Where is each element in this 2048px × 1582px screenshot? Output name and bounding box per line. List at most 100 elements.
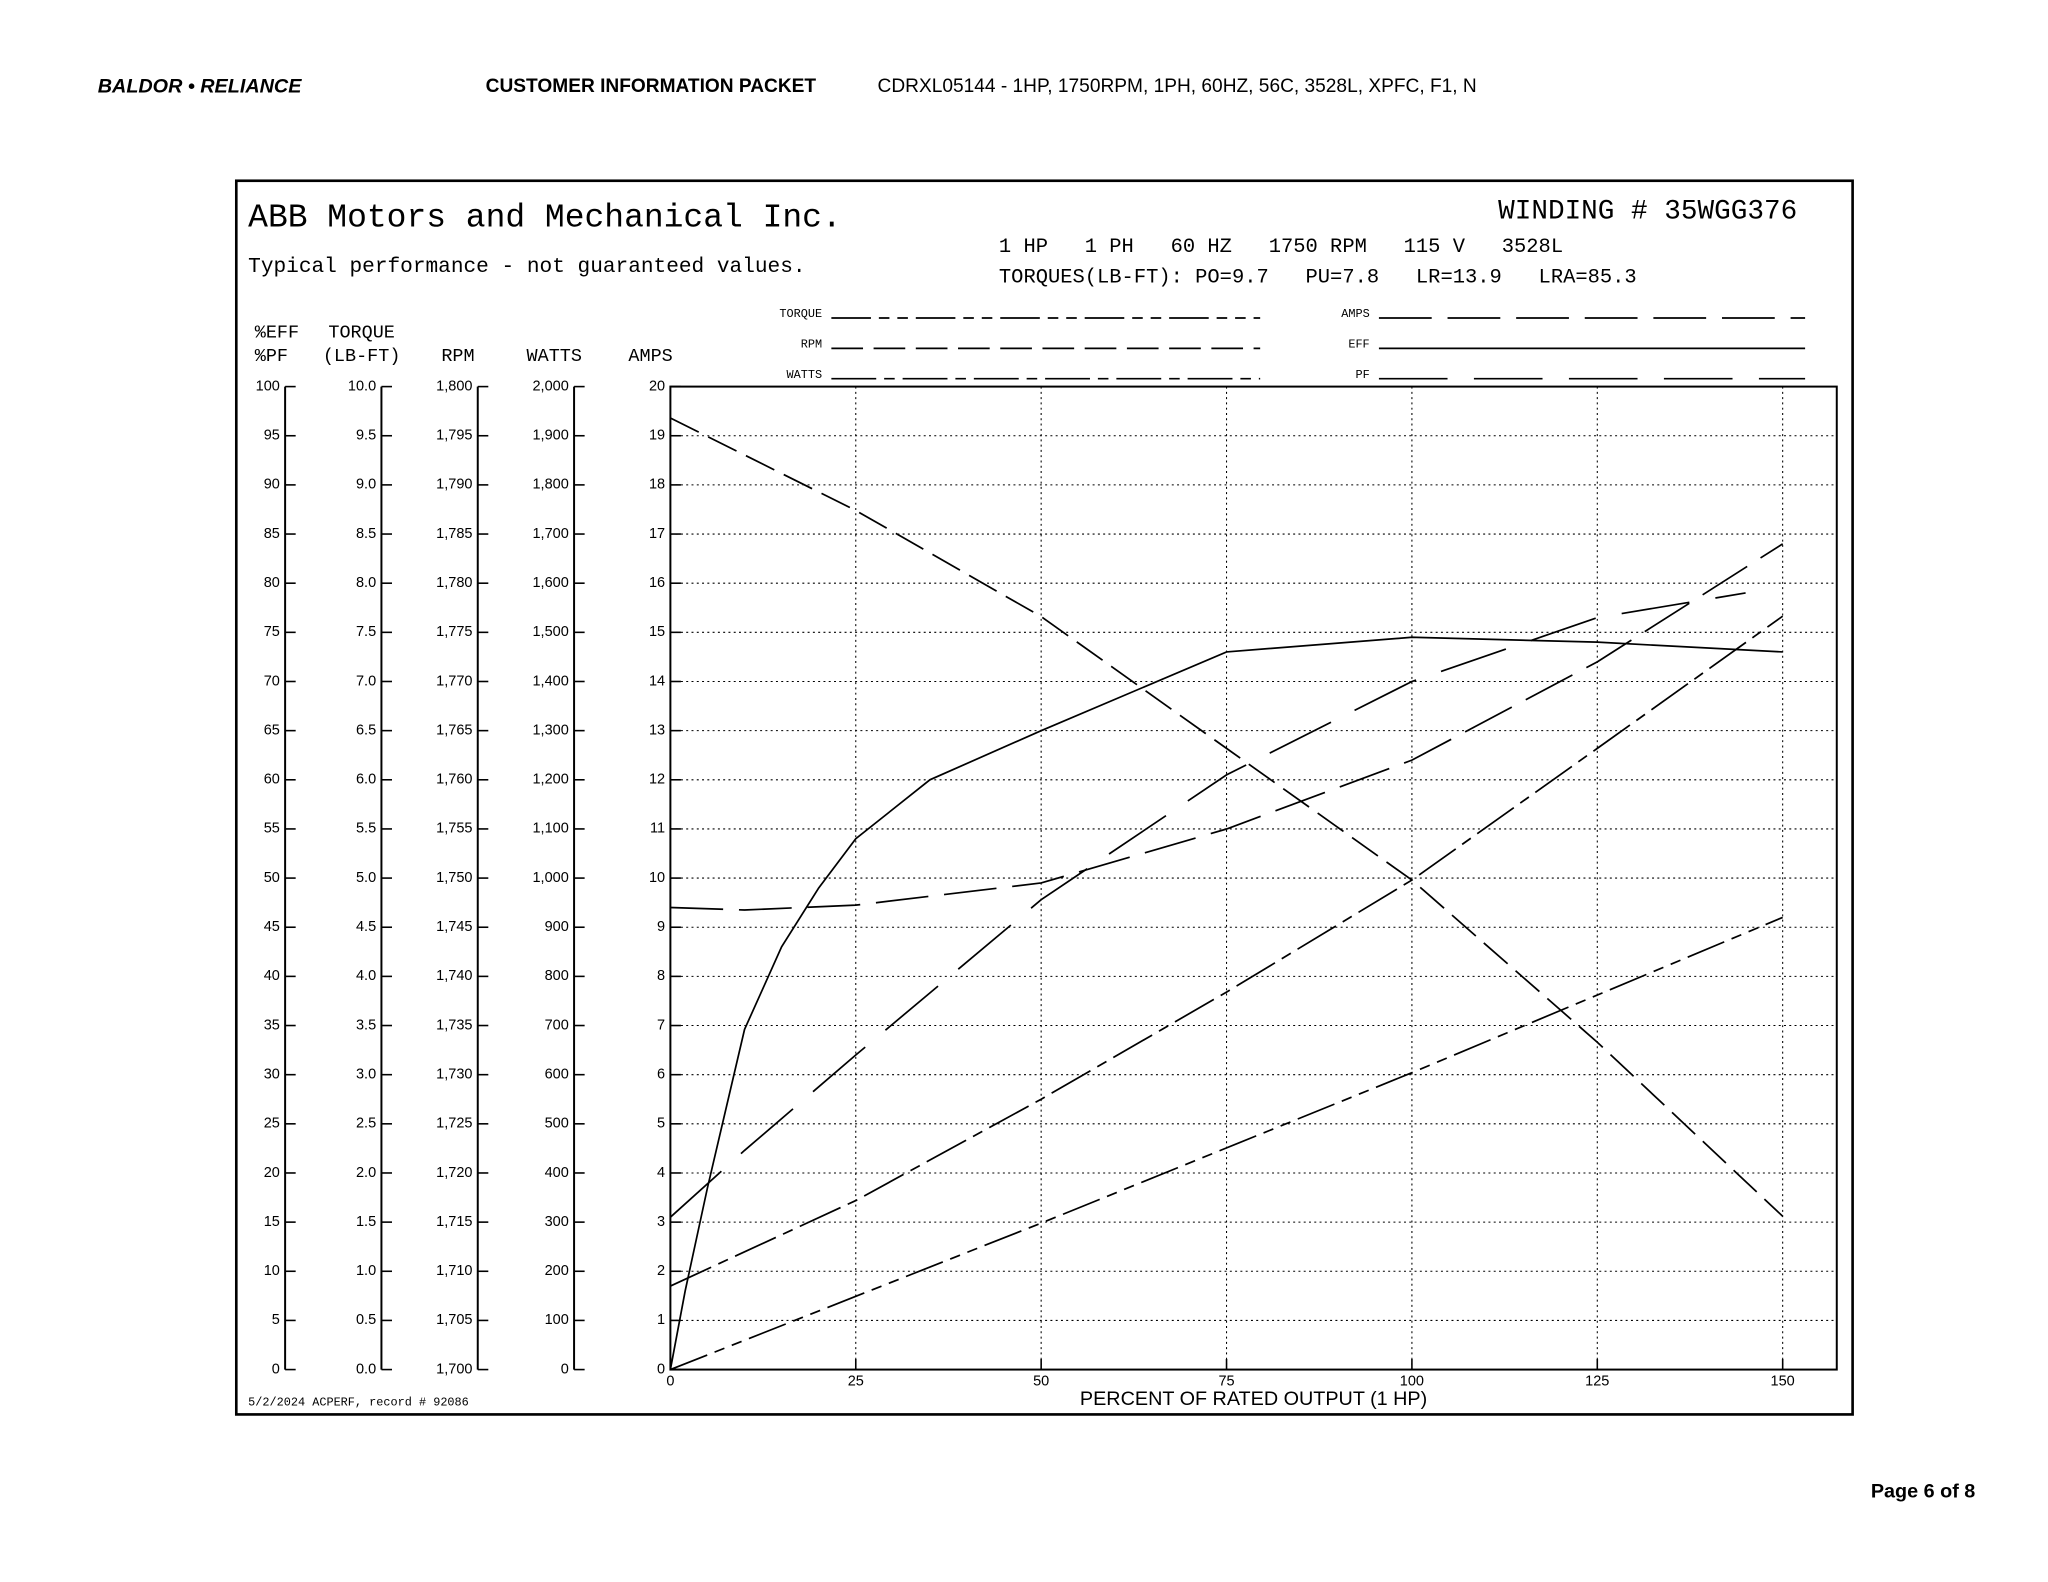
y-tick-label: 0.0 [356,1361,376,1377]
y-tick-label: 7.5 [356,624,376,640]
y-tick-label: 20 [264,1165,280,1181]
y-tick-label: 40 [264,968,280,984]
series-line [670,417,1784,1217]
series-line [669,592,1746,1218]
y-tick-label: 1,760 [436,772,472,788]
chart-title: ABB Motors and Mechanical Inc. [248,199,842,236]
y-tick-label: 8.5 [356,526,376,542]
y-tick-label: 80 [264,575,280,591]
y-tick-label: 3.5 [356,1017,376,1033]
series-line [670,543,1784,911]
y-tick-label: 5.0 [356,870,376,886]
y-tick-label: 600 [545,1067,569,1083]
y-tick-label: 0 [272,1361,280,1377]
y-tick-label: 400 [545,1165,569,1181]
y-tick-label: 3.0 [356,1067,376,1083]
y-tick-label: 1,715 [436,1214,472,1230]
y-tick-label: 90 [264,477,280,493]
y-tick-label: 1,750 [436,870,472,886]
packet-title: CUSTOMER INFORMATION PACKET [486,76,817,97]
y-tick-label: 12 [649,772,665,788]
series-line [670,615,1784,1287]
legend-label: EFF [1348,338,1369,352]
y-tick-label: 1 [657,1312,665,1328]
y-tick-label: 5.5 [356,821,376,837]
x-tick-label: 150 [1771,1373,1795,1389]
y-tick-label: 1,720 [436,1165,472,1181]
y-axis-title: AMPS [628,346,672,367]
y-tick-label: 1,200 [532,772,568,788]
y-tick-label: 1,000 [532,870,568,886]
y-axis-title: %PF [255,346,288,367]
page-number: Page 6 of 8 [1871,1481,1975,1503]
y-tick-label: 1,755 [436,821,472,837]
y-tick-label: 15 [264,1214,280,1230]
y-tick-label: 900 [545,919,569,935]
y-tick-label: 1,745 [436,919,472,935]
y-tick-label: 50 [264,870,280,886]
y-tick-label: 95 [264,428,280,444]
y-tick-label: 17 [649,526,665,542]
y-tick-label: 35 [264,1017,280,1033]
y-tick-label: 6 [657,1067,665,1083]
y-tick-label: 1,765 [436,722,472,738]
y-tick-label: 10 [264,1263,280,1279]
legend-label: RPM [801,338,822,352]
y-tick-label: 800 [545,968,569,984]
y-tick-label: 4.0 [356,968,376,984]
ratings: 1 HP 1 PH 60 HZ 1750 RPM 115 V 3528L [999,236,1563,259]
y-tick-label: 8 [657,968,665,984]
y-tick-label: 1,100 [532,821,568,837]
y-tick-label: 2 [657,1263,665,1279]
y-tick-label: 10.0 [348,378,376,394]
model: CDRXL05144 - 1HP, 1750RPM, 1PH, 60HZ, 56… [878,76,1477,97]
y-tick-label: 7.0 [356,673,376,689]
y-tick-label: 0 [561,1361,569,1377]
y-axis-title: TORQUE [328,322,395,343]
y-axis-title: RPM [441,346,474,367]
y-tick-label: 1,770 [436,673,472,689]
y-tick-label: 45 [264,919,280,935]
y-tick-label: 300 [545,1214,569,1230]
y-tick-label: 1,790 [436,477,472,493]
y-tick-label: 100 [545,1312,569,1328]
y-tick-label: 15 [649,624,665,640]
y-tick-label: 1,705 [436,1312,472,1328]
series-line [669,636,1783,1370]
y-tick-label: 700 [545,1017,569,1033]
x-tick-label: 50 [1033,1373,1049,1389]
y-tick-label: 30 [264,1067,280,1083]
y-tick-label: 2,000 [532,378,568,394]
y-tick-label: 20 [649,378,665,394]
y-axis-title: %EFF [255,322,299,343]
x-tick-label: 0 [666,1373,674,1389]
y-tick-label: 4.5 [356,919,376,935]
y-tick-label: 1,740 [436,968,472,984]
legend-label: PF [1355,368,1369,382]
y-tick-label: 9.0 [356,477,376,493]
y-tick-label: 2.5 [356,1116,376,1132]
y-tick-label: 5 [657,1116,665,1132]
series-line [670,916,1784,1371]
y-tick-label: 1.0 [356,1263,376,1279]
legend-label: WATTS [787,368,823,382]
y-tick-label: 1,400 [532,673,568,689]
y-tick-label: 13 [649,722,665,738]
y-axis-title: (LB-FT) [323,346,401,367]
y-tick-label: 1,725 [436,1116,472,1132]
y-tick-label: 55 [264,821,280,837]
x-tick-label: 75 [1218,1373,1234,1389]
y-tick-label: 1,700 [532,526,568,542]
y-tick-label: 1,900 [532,428,568,444]
torques: TORQUES(LB-FT): PO=9.7 PU=7.8 LR=13.9 LR… [999,266,1637,289]
y-axis-title: WATTS [527,346,582,367]
y-tick-label: 6.0 [356,772,376,788]
x-axis-label: PERCENT OF RATED OUTPUT (1 HP) [1080,1388,1427,1410]
winding: WINDING # 35WGG376 [1498,196,1797,227]
y-tick-label: 70 [264,673,280,689]
y-tick-label: 1,710 [436,1263,472,1279]
y-tick-label: 16 [649,575,665,591]
note: 5/2/2024 ACPERF, record # 92086 [248,1396,469,1410]
plot-area [669,385,1838,1371]
